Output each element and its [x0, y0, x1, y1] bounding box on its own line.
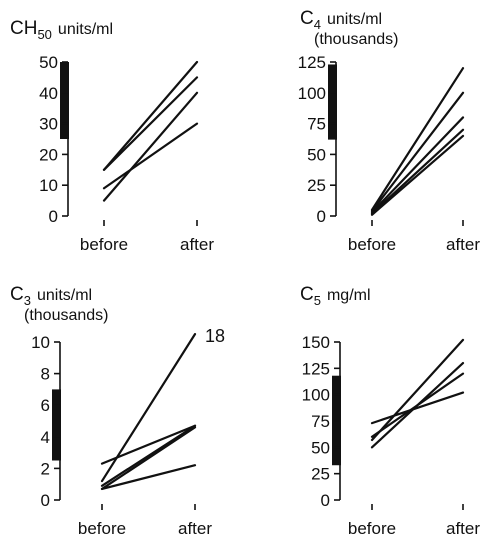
series-line-1 — [370, 67, 465, 211]
title-units: units/ml — [327, 11, 382, 28]
y-tick-label: 100 — [298, 84, 326, 103]
x-category-label: after — [180, 235, 214, 254]
y-tick-label: 4 — [41, 428, 50, 447]
chart-title: C5 mg/ml — [300, 284, 371, 308]
y-tick-label: 10 — [31, 333, 50, 352]
series-line-4 — [102, 91, 199, 202]
normal-range-bar — [52, 389, 61, 461]
chart-title: C3 units/ml — [10, 284, 92, 308]
y-tick-label: 8 — [41, 365, 50, 384]
series-line-2 — [100, 424, 197, 465]
x-category-label: after — [446, 235, 480, 254]
series-line-5 — [100, 464, 197, 491]
series-line-4 — [370, 391, 465, 425]
series-line-2 — [370, 338, 465, 442]
x-category-label: before — [348, 519, 396, 538]
y-tick-label: 50 — [311, 438, 330, 457]
y-tick-label: 2 — [41, 459, 50, 478]
x-category-label: before — [78, 519, 126, 538]
y-tick-label: 125 — [302, 359, 330, 378]
x-category-label: after — [178, 519, 212, 538]
title-main: C — [300, 284, 314, 305]
series-line-3 — [102, 122, 199, 190]
series-line-5 — [370, 134, 465, 216]
annotation-label: 18 — [205, 326, 225, 346]
title-units: units/ml — [37, 287, 92, 304]
y-tick-label: 25 — [307, 176, 326, 195]
chart-panel-3: C3 units/ml (thousands) 0 2 4 6 8 10 before after 1… — [10, 284, 225, 538]
y-tick-label: 25 — [311, 465, 330, 484]
chart-title: CH50 units/ml — [10, 18, 113, 42]
title-units: units/ml — [58, 21, 113, 38]
normal-range-bar — [60, 62, 69, 139]
chart-panel-2: C4 units/ml (thousands) 0 25 50 75 100 125 before… — [298, 8, 481, 254]
y-tick-label: 0 — [49, 207, 58, 226]
title-units: mg/ml — [327, 287, 371, 304]
title-subscript: 5 — [314, 293, 321, 308]
y-tick-label: 50 — [39, 53, 58, 72]
chart-panel-4: C5 mg/ml 0 25 50 75 100 125 150 before after — [300, 284, 480, 538]
series-line-2 — [370, 91, 465, 213]
y-tick-label: 150 — [302, 333, 330, 352]
y-tick-label: 0 — [321, 491, 330, 510]
title-subscript: 50 — [37, 27, 51, 42]
y-tick-label: 30 — [39, 115, 58, 134]
series-line-1 — [102, 60, 199, 171]
x-category-label: before — [80, 235, 128, 254]
series-line-3 — [370, 116, 465, 214]
y-tick-label: 75 — [311, 412, 330, 431]
title-main: C — [300, 8, 314, 29]
y-tick-label: 0 — [41, 491, 50, 510]
y-tick-label: 125 — [298, 53, 326, 72]
y-tick-label: 50 — [307, 145, 326, 164]
y-tick-label: 10 — [39, 176, 58, 195]
y-tick-label: 75 — [307, 115, 326, 134]
chart-title: C4 units/ml — [300, 8, 382, 32]
series-line-4 — [100, 426, 197, 491]
title-main: C — [10, 284, 24, 305]
title-line2: (thousands) — [314, 31, 399, 48]
series-line-2 — [102, 76, 199, 171]
x-category-label: before — [348, 235, 396, 254]
title-subscript: 4 — [314, 17, 321, 32]
y-tick-label: 40 — [39, 84, 58, 103]
y-tick-label: 20 — [39, 145, 58, 164]
y-tick-label: 0 — [317, 207, 326, 226]
title-main: CH — [10, 18, 37, 39]
y-tick-label: 6 — [41, 396, 50, 415]
title-subscript: 3 — [24, 293, 31, 308]
title-line2: (thousands) — [24, 307, 109, 324]
y-tick-label: 100 — [302, 386, 330, 405]
series-line-3 — [100, 424, 197, 487]
x-category-label: after — [446, 519, 480, 538]
series-line-3 — [370, 372, 465, 438]
series-line-4 — [370, 128, 465, 215]
normal-range-bar — [328, 64, 337, 140]
